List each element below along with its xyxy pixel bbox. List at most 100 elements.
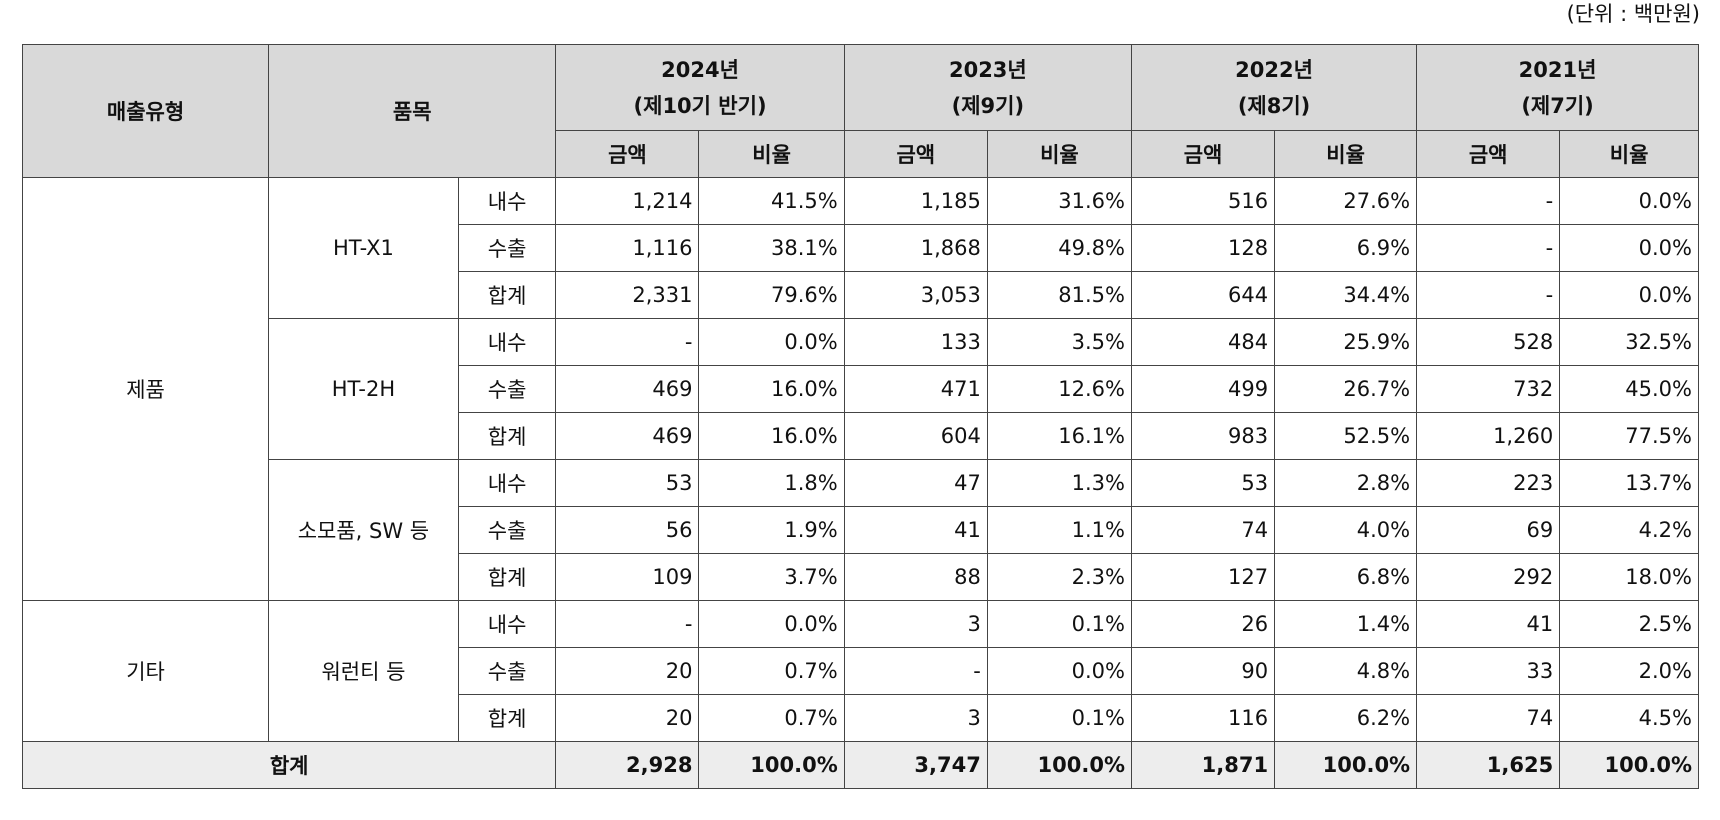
amount-cell: 983 (1130, 412, 1276, 460)
header-amount: 금액 (843, 130, 988, 178)
header-year-2023: 2023년 (제9기) (843, 44, 1133, 131)
amount-cell: 47 (843, 459, 988, 507)
ratio-cell: 13.7% (1559, 459, 1699, 507)
ratio-cell: 16.1% (986, 412, 1133, 460)
amount-cell: 69 (1416, 506, 1561, 554)
amount-cell: 499 (1130, 365, 1276, 413)
sales-type-cell: 기타 (21, 600, 270, 742)
ratio-cell: 27.6% (1274, 177, 1418, 225)
table-row: 합계 469 16.0% 604 16.1% 983 52.5% 1,260 77.5% (23, 412, 1699, 460)
ratio-cell: 6.2% (1274, 694, 1418, 742)
sales-type-cell: 제품 (21, 177, 270, 601)
amount-cell: 223 (1416, 459, 1561, 507)
header-ratio: 비율 (1559, 130, 1699, 178)
sub-type-cell: 합계 (457, 412, 557, 460)
total-ratio-cell: 100.0% (1559, 741, 1699, 789)
header-year-2024: 2024년 (제10기 반기) (555, 44, 845, 131)
table-body: 제품 HT-X1 내수 1,214 41.5% 1,185 31.6% 516 27.6% -0.… (21, 177, 1699, 789)
header-ratio: 비율 (698, 130, 845, 178)
ratio-cell: 2.5% (1559, 600, 1699, 648)
ratio-cell: 81.5% (986, 271, 1133, 319)
amount-cell: 53 (555, 459, 700, 507)
sub-type-cell: 수출 (457, 224, 557, 272)
table-row: 수출 56 1.9% 41 1.1% 74 4.0% 69 4.2% (23, 506, 1699, 554)
ratio-cell: 4.8% (1274, 647, 1418, 695)
header-year-2022: 2022년 (제8기) (1130, 44, 1418, 131)
amount-cell: - (1416, 177, 1561, 225)
ratio-cell: 4.2% (1559, 506, 1699, 554)
amount-cell: 3,053 (843, 271, 988, 319)
item-name-cell: HT-2H (268, 318, 459, 460)
ratio-cell: 18.0% (1559, 553, 1699, 601)
table-row: 소모품, SW 등 내수 53 1.8% 47 1.3% 53 2.8% 223 13.7% (23, 459, 1699, 601)
ratio-cell: 0.0% (698, 318, 845, 366)
table-row: 제품 HT-X1 내수 1,214 41.5% 1,185 31.6% 516 27.6% -0.… (21, 177, 1699, 601)
ratio-cell: 45.0% (1559, 365, 1699, 413)
ratio-cell: 1.9% (698, 506, 845, 554)
ratio-cell: 6.8% (1274, 553, 1418, 601)
sub-type-cell: 내수 (457, 177, 557, 225)
ratio-cell: 4.5% (1559, 694, 1699, 742)
total-amount-cell: 1,871 (1130, 741, 1276, 789)
table-row: 합계 2,331 79.6% 3,053 81.5% 644 34.4% -0.0% (23, 271, 1699, 319)
sub-type-cell: 합계 (457, 553, 557, 601)
amount-cell: 74 (1416, 694, 1561, 742)
table-row: 수출 20 0.7% -0.0% 90 4.8% 33 2.0% (23, 647, 1699, 695)
amount-cell: 3 (843, 694, 988, 742)
sub-type-cell: 수출 (457, 365, 557, 413)
amount-cell: - (1416, 271, 1561, 319)
ratio-cell: 2.8% (1274, 459, 1418, 507)
ratio-cell: 0.7% (698, 647, 845, 695)
amount-cell: 128 (1130, 224, 1276, 272)
total-ratio-cell: 100.0% (698, 741, 845, 789)
ratio-cell: 12.6% (986, 365, 1133, 413)
table-row: 합계 20 0.7% 3 0.1% 116 6.2% 74 4.5% (23, 694, 1699, 742)
header-row-columns: 금액 비율 금액 비율 금액 비율 금액 비율 (23, 130, 1699, 178)
ratio-cell: 0.0% (986, 647, 1133, 695)
ratio-cell: 0.0% (698, 600, 845, 648)
amount-cell: 1,214 (555, 177, 700, 225)
amount-cell: 528 (1416, 318, 1561, 366)
ratio-cell: 0.0% (1559, 224, 1699, 272)
amount-cell: 127 (1130, 553, 1276, 601)
total-ratio-cell: 100.0% (986, 741, 1133, 789)
ratio-cell: 1.8% (698, 459, 845, 507)
ratio-cell: 32.5% (1559, 318, 1699, 366)
table-row: 수출 469 16.0% 471 12.6% 499 26.7% 732 45.0% (23, 365, 1699, 413)
amount-cell: 133 (843, 318, 988, 366)
header-sales-type: 매출유형 (21, 44, 270, 178)
amount-cell: 116 (1130, 694, 1276, 742)
sub-type-cell: 수출 (457, 506, 557, 554)
amount-cell: 732 (1416, 365, 1561, 413)
header-ratio: 비율 (1274, 130, 1418, 178)
table-row: 기타 워런티 등 내수 -0.0% 3 0.1% 26 1.4% 41 2.5% (21, 600, 1699, 742)
unit-note: (단위 : 백만원) (1566, 2, 1700, 26)
amount-cell: 516 (1130, 177, 1276, 225)
sub-type-cell: 합계 (457, 694, 557, 742)
amount-cell: 53 (1130, 459, 1276, 507)
total-amount-cell: 1,625 (1416, 741, 1561, 789)
sub-type-cell: 수출 (457, 647, 557, 695)
total-row: 합계 2,928 100.0% 3,747 100.0% 1,871 100.0% 1,625… (21, 741, 1699, 789)
amount-cell: - (843, 647, 988, 695)
table-row: 합계 109 3.7% 88 2.3% 127 6.8% 292 18.0% (23, 553, 1699, 601)
amount-cell: 644 (1130, 271, 1276, 319)
item-name-cell: 소모품, SW 등 (268, 459, 459, 601)
amount-cell: 1,116 (555, 224, 700, 272)
header-amount: 금액 (1416, 130, 1561, 178)
table-row: 수출 1,116 38.1% 1,868 49.8% 128 6.9% -0.0% (23, 224, 1699, 272)
amount-cell: 292 (1416, 553, 1561, 601)
amount-cell: - (1416, 224, 1561, 272)
amount-cell: 20 (555, 647, 700, 695)
ratio-cell: 1.3% (986, 459, 1133, 507)
ratio-cell: 6.9% (1274, 224, 1418, 272)
amount-cell: 469 (555, 412, 700, 460)
ratio-cell: 41.5% (698, 177, 845, 225)
amount-cell: 484 (1130, 318, 1276, 366)
amount-cell: 1,185 (843, 177, 988, 225)
ratio-cell: 0.0% (1559, 177, 1699, 225)
ratio-cell: 0.1% (986, 600, 1133, 648)
total-amount-cell: 2,928 (555, 741, 700, 789)
ratio-cell: 16.0% (698, 412, 845, 460)
header-amount: 금액 (1130, 130, 1276, 178)
